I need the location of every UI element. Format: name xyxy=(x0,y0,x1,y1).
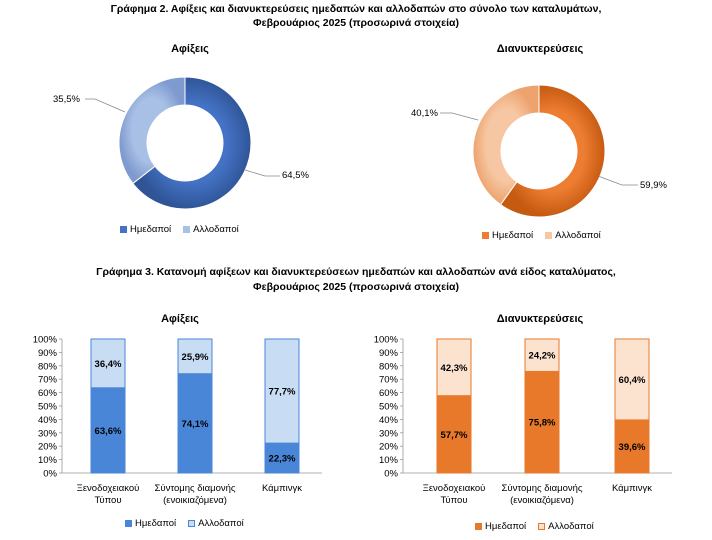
donut-nights-label-domestic: 59,9% xyxy=(640,180,667,191)
bar-nights-tick-label: 10% xyxy=(379,455,399,466)
legend-label-domestic: Ημεδαποί xyxy=(485,521,527,532)
bar-nights-tick-label: 100% xyxy=(374,335,399,346)
legend-swatch-foreign xyxy=(188,520,196,527)
bar-nights-bar-foreign xyxy=(614,338,650,421)
legend-label-domestic: Ημεδαποί xyxy=(492,230,534,241)
bar-arrivals-legend: Ημεδαποί Αλλοδαποί xyxy=(125,518,256,529)
bar-arrivals-tick-label: 80% xyxy=(38,361,58,372)
bar-nights-tick-label: 40% xyxy=(379,415,399,426)
bar-arrivals-data-label-domestic: 63,6% xyxy=(95,426,122,437)
chart3-title-line1: Γράφημα 3. Κατανομή αφίξεων και διανυκτε… xyxy=(96,266,616,278)
donut-arrivals-slice-0 xyxy=(132,76,252,210)
bar-arrivals-bar-foreign xyxy=(177,338,213,375)
bar-nights-data-label-foreign: 42,3% xyxy=(441,363,468,374)
bar-nights-data-label-domestic: 57,7% xyxy=(441,430,468,441)
bar-arrivals-data-label-foreign: 25,9% xyxy=(182,352,209,363)
bar-nights-legend: Ημεδαποί Αλλοδαποί xyxy=(475,521,606,532)
bar-nights-category-label: Ξενοδοχειακού xyxy=(423,483,486,494)
bar-nights-tick-label: 50% xyxy=(379,402,399,413)
leader-line xyxy=(597,175,638,186)
bar-arrivals-tick-label: 20% xyxy=(38,442,58,453)
bar-nights-title: Διανυκτερεύσεις xyxy=(496,313,584,325)
bar-nights-tick-label: 60% xyxy=(379,388,399,399)
bar-nights-category-label: Σύντομης διαμονής xyxy=(502,483,583,494)
legend-label-foreign: Αλλοδαποί xyxy=(198,518,244,529)
bar-nights-tick-label: 0% xyxy=(384,469,398,480)
bar-arrivals-data-label-foreign: 77,7% xyxy=(269,387,296,398)
legend-swatch-domestic xyxy=(120,226,127,233)
legend-swatch-domestic xyxy=(482,232,489,239)
bar-arrivals-title: Αφίξεις xyxy=(161,313,199,325)
donut-nights-slice-0 xyxy=(499,84,606,218)
bar-arrivals-tick-label: 10% xyxy=(38,455,58,466)
bar-nights-data-label-foreign: 24,2% xyxy=(529,351,556,362)
bar-arrivals-bar-foreign xyxy=(90,338,126,389)
bar-arrivals-tick-label: 60% xyxy=(38,388,58,399)
bar-arrivals-data-label-foreign: 36,4% xyxy=(95,359,122,370)
legend-label-domestic: Ημεδαποί xyxy=(130,224,172,235)
bar-arrivals-data-label-domestic: 74,1% xyxy=(182,419,209,430)
donut-arrivals-slice-1 xyxy=(118,76,186,185)
bar-arrivals-category-label: Τύπου xyxy=(94,495,121,506)
bar-nights-bar-foreign xyxy=(524,338,560,372)
bar-arrivals-data-label-domestic: 22,3% xyxy=(269,454,296,465)
bar-nights-category-label: Κάμπινγκ xyxy=(612,483,652,494)
bar-nights-bar-domestic xyxy=(524,370,560,474)
chart3-title-line2: Φεβρουάριος 2025 (προσωρινά στοιχεία) xyxy=(253,281,459,293)
bar-arrivals-category-label: Σύντομης διαμονής xyxy=(155,483,236,494)
donut-nights-legend: Ημεδαποί Αλλοδαποί xyxy=(482,230,613,241)
leader-line xyxy=(85,98,126,113)
chart2-title-line2: Φεβρουάριος 2025 (προσωρινά στοιχεία) xyxy=(253,17,459,29)
donut-arrivals-legend: Ημεδαποί Αλλοδαποί xyxy=(120,224,251,235)
bar-arrivals-category-label: Ξενοδοχειακού xyxy=(77,483,140,494)
bar-arrivals-bar-domestic xyxy=(264,442,300,474)
bar-nights-tick-label: 80% xyxy=(379,361,399,372)
bar-nights-bar-foreign xyxy=(436,338,472,397)
donut-arrivals-title: Αφίξεις xyxy=(171,43,209,55)
bar-nights-category-label: Τύπου xyxy=(440,495,467,506)
donut-arrivals-label-domestic: 64,5% xyxy=(282,170,309,181)
bar-arrivals-category-label: (ενοικιαζόμενα) xyxy=(163,495,227,506)
legend-label-foreign: Αλλοδαποί xyxy=(555,230,601,241)
chart2-title-line1: Γράφημα 2. Αφίξεις και διανυκτερεύσεις η… xyxy=(110,3,602,15)
donut-nights-label-foreign: 40,1% xyxy=(411,108,438,119)
leader-line xyxy=(244,169,280,177)
bar-nights-data-label-foreign: 60,4% xyxy=(619,375,646,386)
bar-nights-tick-label: 30% xyxy=(379,428,399,439)
leader-line xyxy=(440,112,479,121)
bar-arrivals-bar-foreign xyxy=(264,338,300,444)
bar-arrivals-bar-domestic xyxy=(177,373,213,474)
legend-swatch-foreign xyxy=(545,232,553,239)
legend-label-domestic: Ημεδαποί xyxy=(135,518,177,529)
bar-nights-bar-domestic xyxy=(436,395,472,474)
bar-nights-bar-domestic xyxy=(614,419,650,474)
bar-nights-data-label-domestic: 39,6% xyxy=(619,442,646,453)
legend-swatch-foreign xyxy=(538,523,546,530)
donut-nights-title: Διανυκτερεύσεις xyxy=(496,43,584,55)
legend-swatch-foreign xyxy=(183,226,191,233)
donut-arrivals-label-foreign: 35,5% xyxy=(53,94,80,105)
legend-swatch-domestic xyxy=(125,520,132,527)
bar-nights-data-label-domestic: 75,8% xyxy=(529,418,556,429)
bar-arrivals-tick-label: 100% xyxy=(33,335,58,346)
bar-arrivals-tick-label: 40% xyxy=(38,415,58,426)
bar-arrivals-tick-label: 90% xyxy=(38,348,58,359)
bar-arrivals-category-label: Κάμπινγκ xyxy=(262,483,302,494)
donut-nights-slice-1 xyxy=(472,84,540,206)
legend-label-foreign: Αλλοδαποί xyxy=(548,521,594,532)
bar-arrivals-tick-label: 70% xyxy=(38,375,58,386)
bar-arrivals-tick-label: 30% xyxy=(38,428,58,439)
legend-label-foreign: Αλλοδαποί xyxy=(193,224,239,235)
bar-arrivals-tick-label: 50% xyxy=(38,402,58,413)
bar-nights-tick-label: 90% xyxy=(379,348,399,359)
bar-nights-tick-label: 70% xyxy=(379,375,399,386)
bar-nights-tick-label: 20% xyxy=(379,442,399,453)
bar-nights-category-label: (ενοικιαζόμενα) xyxy=(510,495,574,506)
bar-arrivals-tick-label: 0% xyxy=(43,469,57,480)
legend-swatch-domestic xyxy=(475,523,482,530)
